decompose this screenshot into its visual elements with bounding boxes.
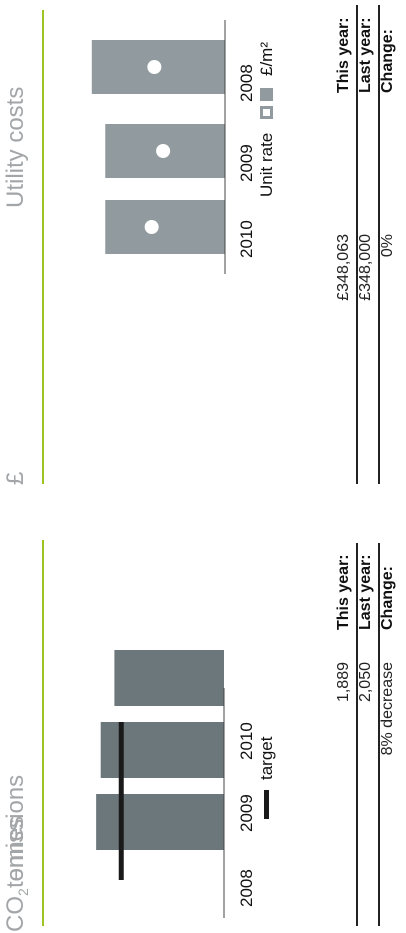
co2-green-rule bbox=[42, 540, 44, 926]
utility-legend-bar-swatch bbox=[260, 88, 273, 101]
co2-separator-2 bbox=[378, 543, 380, 926]
co2-legend-target-label: target bbox=[257, 736, 276, 780]
utility-separator-2 bbox=[378, 5, 380, 484]
unit-rate-point-2010 bbox=[144, 220, 159, 234]
co2-year-label-2009: 2009 bbox=[237, 794, 256, 832]
co2-last-year-label: Last year: bbox=[357, 554, 374, 630]
co2-bar-2008 bbox=[96, 794, 224, 850]
co2-bar-2010 bbox=[114, 650, 224, 706]
co2-this-year-value: 1,889 bbox=[335, 662, 352, 703]
unit-rate-point-2008 bbox=[147, 60, 162, 74]
co2-legend-target-swatch bbox=[264, 790, 269, 819]
co2-this-year-label: This year: bbox=[335, 554, 352, 630]
co2-last-year-value: 2,050 bbox=[357, 662, 374, 703]
co2-change-value: 8% decrease bbox=[379, 662, 396, 756]
utility-separator-1 bbox=[356, 5, 358, 484]
utility-legend-rate-inner bbox=[263, 109, 270, 116]
co2-separator-1 bbox=[356, 543, 358, 926]
co2-change-label: Change: bbox=[379, 566, 396, 630]
utility-green-rule bbox=[42, 10, 44, 484]
co2-year-label-2010: 2010 bbox=[237, 722, 256, 760]
utility-bar-2010 bbox=[105, 200, 225, 254]
unit-rate-point-2009 bbox=[156, 144, 171, 158]
co2-year-label-2008: 2008 bbox=[237, 869, 256, 907]
